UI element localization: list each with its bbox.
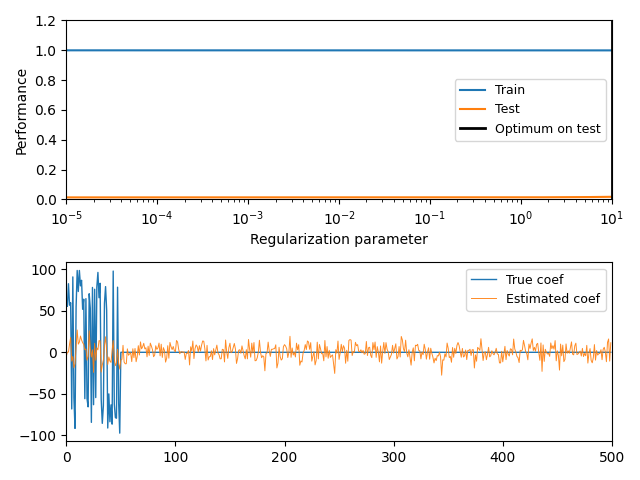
Train — [164, 48, 172, 53]
Y-axis label: Performance: Performance — [15, 66, 29, 154]
Train — [561, 48, 569, 53]
Estimated coef — [438, 372, 445, 378]
Train — [580, 48, 588, 53]
Train — [608, 48, 616, 53]
Test — [208, 194, 216, 200]
True coef — [76, 267, 83, 273]
Test — [84, 194, 92, 200]
X-axis label: Regularization parameter: Regularization parameter — [250, 233, 428, 247]
True coef — [359, 349, 367, 355]
Line: Estimated coef: Estimated coef — [67, 330, 611, 375]
True coef — [323, 349, 331, 355]
Estimated coef — [607, 340, 614, 346]
Train — [63, 48, 70, 53]
Legend: True coef, Estimated coef: True coef, Estimated coef — [467, 269, 605, 311]
Estimated coef — [325, 348, 333, 353]
Test — [63, 194, 70, 200]
True coef — [116, 430, 124, 436]
Legend: Train, Test, Optimum on test: Train, Test, Optimum on test — [455, 79, 605, 141]
Train — [208, 48, 216, 53]
Estimated coef — [358, 350, 366, 356]
Test — [561, 194, 569, 200]
True coef — [388, 349, 396, 355]
Train — [95, 48, 103, 53]
True coef — [326, 349, 334, 355]
True coef — [63, 301, 70, 307]
True coef — [607, 349, 614, 355]
Train — [84, 48, 92, 53]
Test — [95, 194, 103, 200]
Test — [580, 194, 588, 200]
Estimated coef — [596, 351, 604, 357]
Test — [164, 194, 172, 200]
Estimated coef — [511, 346, 518, 352]
True coef — [596, 349, 604, 355]
Estimated coef — [388, 351, 396, 357]
Estimated coef — [74, 327, 81, 333]
Estimated coef — [63, 353, 70, 359]
Estimated coef — [322, 354, 330, 360]
Line: True coef: True coef — [67, 270, 611, 433]
Test — [608, 194, 616, 200]
True coef — [511, 349, 518, 355]
